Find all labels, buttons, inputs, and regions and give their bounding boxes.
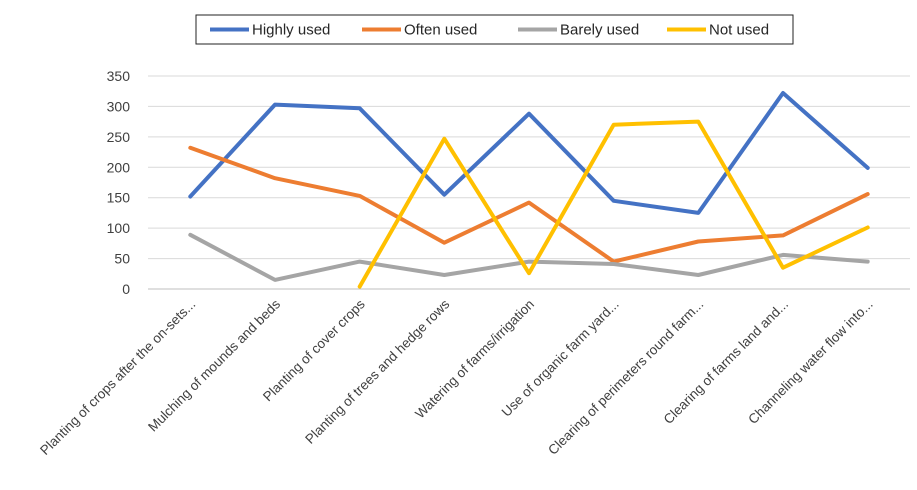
y-tick-label: 300 bbox=[107, 98, 131, 114]
series-lines bbox=[188, 91, 870, 289]
series-line bbox=[188, 145, 870, 264]
legend-label: Barely used bbox=[560, 22, 639, 39]
series-line bbox=[188, 91, 870, 215]
y-tick-label: 350 bbox=[107, 68, 131, 84]
y-tick-label: 150 bbox=[107, 190, 131, 206]
y-axis-ticks: 0 50 100 150 200 250 300 350 bbox=[107, 68, 131, 297]
y-tick-label: 100 bbox=[107, 220, 131, 236]
x-category-label: Planting of trees and hedge rows bbox=[302, 296, 452, 446]
y-tick-label: 0 bbox=[122, 281, 130, 297]
x-category-label: Clearing of perimeters round farm... bbox=[545, 297, 706, 458]
legend-label: Highly used bbox=[252, 22, 330, 39]
x-axis-categories: Planting of crops after the on-sets...Mu… bbox=[37, 296, 876, 457]
legend: Highly used Often used Barely used Not used bbox=[195, 14, 794, 45]
y-tick-label: 250 bbox=[107, 129, 131, 145]
y-tick-label: 50 bbox=[114, 251, 130, 267]
legend-label: Not used bbox=[709, 22, 769, 39]
y-tick-label: 200 bbox=[107, 159, 131, 175]
legend-label: Often used bbox=[404, 22, 477, 39]
x-category-label: Planting of crops after the on-sets... bbox=[37, 297, 198, 458]
x-category-label: Mulching of mounds and beds bbox=[145, 296, 283, 434]
